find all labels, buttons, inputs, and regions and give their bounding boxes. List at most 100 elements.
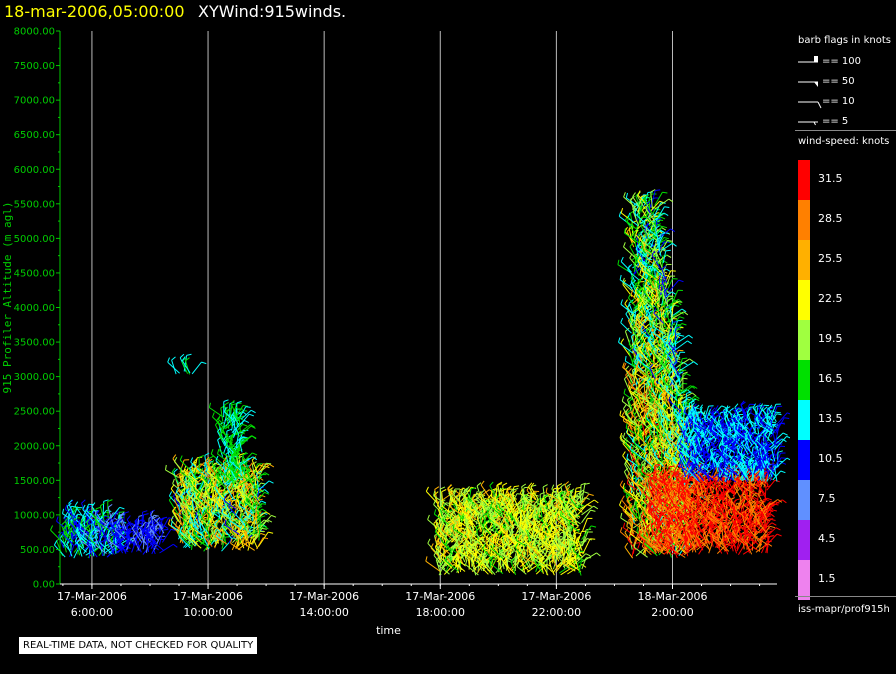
wind-barb-flag <box>144 522 149 528</box>
wind-barb <box>445 560 459 572</box>
wind-barb <box>256 473 259 491</box>
wind-barb <box>86 510 100 522</box>
wind-barb <box>189 468 198 482</box>
wind-barb <box>635 498 643 511</box>
wind-barb-flag <box>567 497 570 503</box>
wind-barb <box>626 498 636 516</box>
wind-barb <box>526 490 537 501</box>
wind-barb-flag <box>149 520 153 526</box>
wind-barb-flag <box>193 458 198 463</box>
wind-barb-flag <box>636 526 639 532</box>
wind-barb <box>639 523 649 539</box>
wind-barb-flag <box>620 256 624 262</box>
wind-barb-flag <box>528 482 533 488</box>
wind-barb-flag <box>628 385 631 391</box>
wind-barb-flag <box>231 513 235 519</box>
wind-barb <box>184 534 196 547</box>
wind-barb <box>633 399 640 413</box>
wind-barb <box>433 555 446 570</box>
wind-barb <box>210 528 218 545</box>
wind-barb-flag <box>230 451 235 457</box>
wind-barb <box>457 509 461 528</box>
wind-barb-flag <box>226 483 231 488</box>
wind-barb-flag <box>74 501 79 507</box>
wind-barb-flag <box>512 505 517 511</box>
wind-barb <box>232 414 240 426</box>
wind-barb <box>541 540 555 552</box>
wind-barb <box>255 516 259 533</box>
wind-barb-flag <box>261 527 267 530</box>
wind-barb <box>116 542 124 554</box>
wind-barb-flag <box>167 519 171 525</box>
wind-barb <box>488 558 493 575</box>
wind-barb <box>626 221 640 232</box>
wind-barb-flag <box>550 535 555 541</box>
wind-barb <box>198 498 210 507</box>
wind-barb-flag <box>184 529 188 535</box>
wind-barb-flag <box>490 528 495 533</box>
wind-barb <box>536 559 550 570</box>
wind-barb-flag <box>634 418 640 422</box>
wind-barb-flag <box>629 515 632 521</box>
wind-barb-flag <box>528 546 531 553</box>
wind-barb <box>253 525 265 535</box>
wind-barb-flag <box>629 242 634 247</box>
wind-barb-flag <box>619 432 623 438</box>
wind-barb-flag <box>536 555 539 561</box>
wind-barb-flag <box>434 486 440 490</box>
wind-barb-flag <box>201 512 206 517</box>
wind-barb-flag <box>195 476 201 479</box>
wind-barb <box>433 495 449 507</box>
wind-barb <box>625 413 638 426</box>
wind-barb <box>462 545 467 561</box>
wind-barb-flag <box>447 510 451 516</box>
wind-barb <box>251 459 259 475</box>
wind-barb <box>580 493 590 505</box>
wind-barb-flag <box>427 538 431 544</box>
wind-barb-flag <box>173 456 178 462</box>
wind-barb <box>528 486 537 500</box>
wind-barb-flag <box>222 489 227 495</box>
wind-barb <box>478 495 490 507</box>
wind-barb-flag <box>583 491 589 494</box>
wind-barb-flag <box>235 510 239 516</box>
wind-barb <box>468 551 482 561</box>
wind-barb-flag <box>168 491 173 497</box>
wind-barb-flag <box>497 481 503 486</box>
wind-barb <box>479 520 492 536</box>
wind-barb <box>169 495 180 507</box>
wind-barb <box>623 393 639 404</box>
wind-barb-flag <box>559 491 564 496</box>
wind-barb-flag <box>554 532 558 538</box>
wind-barb <box>628 535 633 550</box>
wind-barb-flag <box>463 531 469 536</box>
wind-barb-flag <box>206 459 211 464</box>
wind-barb-flag <box>624 356 627 362</box>
wind-barb <box>567 514 581 525</box>
wind-barb <box>640 241 646 254</box>
wind-barb-flag <box>168 495 173 501</box>
wind-barb-flag <box>502 482 508 486</box>
wind-barb-flag <box>185 530 189 536</box>
wind-barb-flag <box>515 535 518 541</box>
wind-barb-flag <box>146 528 151 534</box>
wind-barb <box>465 523 477 537</box>
wind-barb <box>550 539 560 551</box>
wind-barb <box>233 405 244 421</box>
wind-barb <box>506 535 519 544</box>
wind-barb-flag <box>264 489 269 494</box>
wind-barb-flag <box>539 522 543 528</box>
wind-barb-flag <box>485 509 490 515</box>
wind-barb <box>504 563 515 574</box>
wind-barb-flag <box>494 534 499 539</box>
wind-barb-flag <box>635 229 639 235</box>
wind-barb-flag <box>223 495 226 501</box>
wind-barb <box>626 197 639 207</box>
wind-barb-flag <box>576 534 582 539</box>
wind-barb-flag <box>526 513 530 519</box>
wind-barb <box>93 524 106 535</box>
wind-barb-flag <box>126 515 131 520</box>
wind-barb-flag <box>441 489 447 493</box>
wind-barb <box>521 500 530 516</box>
wind-barb <box>453 494 467 508</box>
